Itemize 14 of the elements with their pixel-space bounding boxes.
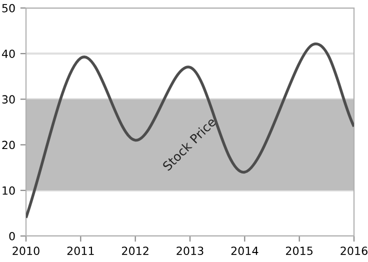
y-tick-label: 20	[2, 140, 15, 150]
x-tick-label: 2011	[67, 246, 94, 256]
x-tick-label: 2010	[12, 246, 40, 256]
y-tick-label: 50	[2, 4, 15, 12]
x-tick-label: 2014	[231, 246, 258, 256]
y-tick-label: 0	[9, 232, 15, 240]
line-series	[26, 42, 354, 220]
y-tick-label: 30	[2, 95, 15, 104]
x-tick-label: 2015	[286, 246, 312, 256]
y-tick-label: 10	[2, 186, 15, 195]
x-tick-label: 2016	[340, 246, 368, 256]
x-tick-label: 2013	[176, 246, 204, 256]
y-tick-label: 40	[2, 50, 15, 58]
x-tick-label: 2012	[122, 246, 148, 256]
